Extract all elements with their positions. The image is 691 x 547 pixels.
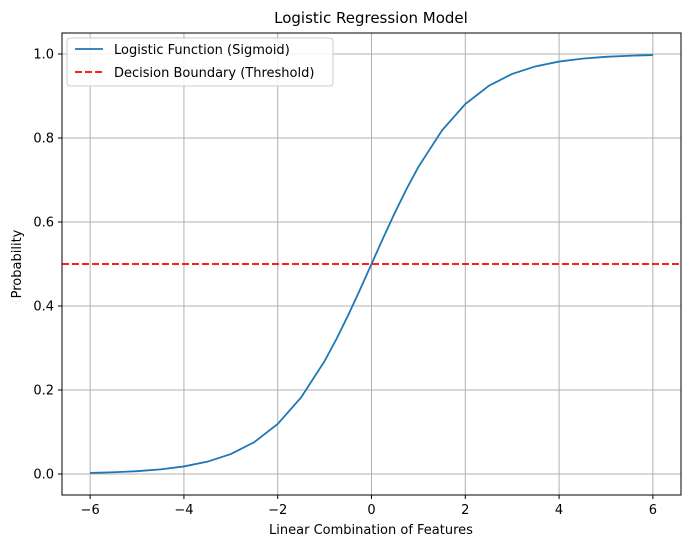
legend-box [66, 37, 334, 87]
x-axis-label: Linear Combination of Features [269, 523, 473, 538]
series-line-sigmoid [90, 54, 653, 474]
plot-area [62, 54, 681, 474]
y-tick-label: 0.8 [33, 132, 54, 147]
y-tick-label: 0.4 [33, 300, 54, 315]
x-tick-label: −4 [174, 503, 193, 518]
y-tick-label: 0.0 [33, 468, 54, 483]
y-tick-label: 0.2 [33, 384, 54, 399]
y-axis-label: Probability [10, 229, 25, 298]
chart-title: Logistic Regression Model [274, 9, 468, 27]
y-tick-label: 1.0 [33, 48, 54, 63]
x-tick-label: 2 [461, 503, 469, 518]
y-tick-label: 0.6 [33, 216, 54, 231]
legend-label-threshold: Decision Boundary (Threshold) [114, 66, 314, 81]
legend: Logistic Function (Sigmoid) Decision Bou… [66, 37, 334, 87]
x-axis: −6 −4 −2 0 2 4 6 [81, 495, 657, 518]
x-tick-label: 6 [649, 503, 657, 518]
x-tick-label: 4 [555, 503, 563, 518]
x-tick-label: 0 [367, 503, 375, 518]
x-tick-label: −6 [81, 503, 100, 518]
legend-label-sigmoid: Logistic Function (Sigmoid) [114, 43, 290, 58]
y-axis: 0.0 0.2 0.4 0.6 0.8 1.0 [33, 48, 62, 483]
x-tick-label: −2 [268, 503, 287, 518]
